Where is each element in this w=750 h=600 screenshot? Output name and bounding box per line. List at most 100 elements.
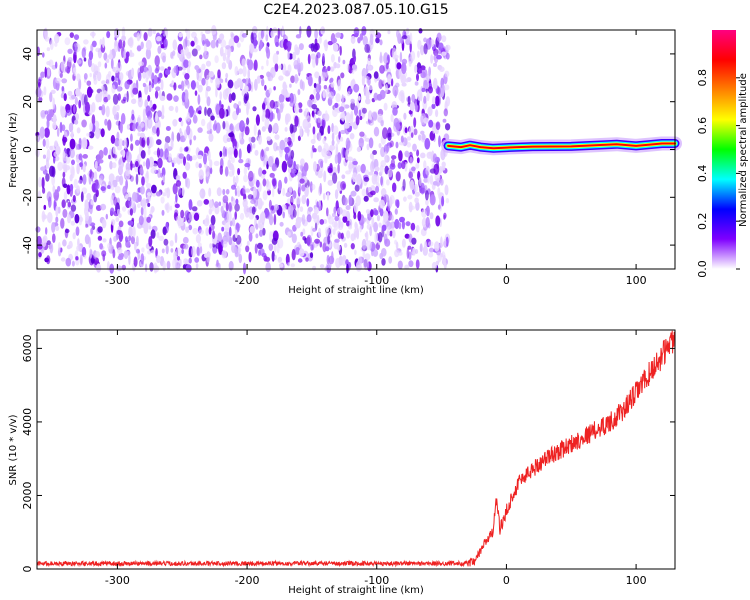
- noise-blob: [151, 163, 158, 169]
- noise-blob: [61, 124, 66, 132]
- noise-blob: [426, 91, 430, 102]
- noise-blob: [291, 134, 295, 143]
- noise-blob: [208, 71, 214, 78]
- noise-blob: [205, 60, 212, 67]
- noise-blob: [284, 126, 288, 132]
- noise-blob: [385, 62, 389, 70]
- noise-blob: [131, 98, 137, 105]
- noise-blob: [195, 81, 200, 89]
- noise-blob: [284, 137, 289, 143]
- noise-blob: [408, 110, 413, 115]
- noise-blob: [225, 201, 229, 212]
- noise-blob: [443, 238, 447, 247]
- noise-blob: [243, 166, 248, 176]
- noise-blob: [109, 160, 113, 170]
- noise-blob: [390, 114, 394, 123]
- noise-blob: [268, 124, 273, 134]
- noise-blob: [80, 158, 84, 170]
- noise-blob: [180, 80, 185, 92]
- noise-blob: [396, 62, 402, 70]
- noise-blob: [81, 47, 87, 59]
- noise-blob: [170, 248, 174, 253]
- noise-blob: [57, 161, 63, 171]
- noise-blob: [42, 214, 47, 220]
- noise-blob: [273, 142, 278, 152]
- noise-blob: [45, 161, 50, 169]
- noise-blob: [294, 44, 299, 54]
- noise-blob: [269, 231, 273, 242]
- noise-blob: [327, 234, 331, 245]
- noise-blob: [397, 251, 403, 256]
- noise-blob: [265, 45, 269, 54]
- noise-blob: [162, 174, 166, 183]
- noise-blob: [412, 247, 416, 256]
- noise-blob: [181, 91, 186, 103]
- noise-blob: [183, 258, 189, 265]
- noise-blob: [434, 241, 440, 252]
- noise-blob: [401, 82, 407, 87]
- noise-blob: [201, 77, 206, 86]
- noise-blob: [234, 229, 238, 238]
- noise-blob: [404, 152, 410, 158]
- noise-blob: [342, 255, 347, 262]
- noise-blob: [258, 229, 264, 237]
- noise-blob: [206, 96, 211, 107]
- noise-blob: [332, 228, 336, 235]
- noise-blob: [82, 174, 87, 185]
- noise-blob: [441, 195, 445, 207]
- noise-blob: [221, 104, 224, 109]
- noise-blob: [228, 202, 232, 213]
- noise-blob: [429, 174, 434, 185]
- noise-blob: [369, 226, 373, 237]
- noise-blob: [279, 221, 284, 227]
- noise-blob: [132, 226, 136, 238]
- noise-blob: [142, 108, 146, 121]
- noise-blob: [324, 113, 330, 122]
- noise-blob: [199, 54, 203, 60]
- noise-blob: [141, 198, 147, 209]
- noise-blob: [231, 242, 236, 253]
- noise-blob: [264, 117, 270, 129]
- noise-blob: [220, 78, 224, 83]
- x-tick-label: 0: [503, 274, 510, 287]
- noise-blob: [384, 151, 388, 163]
- noise-blob: [306, 25, 312, 38]
- noise-blob: [61, 78, 68, 84]
- noise-blob: [116, 131, 120, 141]
- noise-blob: [407, 95, 411, 105]
- noise-blob: [347, 156, 353, 162]
- noise-blob: [382, 127, 388, 140]
- noise-blob: [198, 110, 202, 115]
- noise-blob: [314, 238, 321, 244]
- noise-blob: [219, 150, 223, 158]
- noise-blob: [84, 199, 89, 212]
- noise-blob: [357, 211, 362, 222]
- noise-blob: [273, 213, 277, 226]
- noise-blob: [148, 225, 152, 230]
- noise-blob: [262, 190, 268, 201]
- noise-blob: [144, 263, 148, 273]
- noise-blob: [116, 229, 121, 236]
- noise-blob: [321, 148, 327, 158]
- noise-blob: [364, 253, 371, 261]
- noise-blob: [119, 121, 123, 134]
- noise-blob: [123, 137, 128, 150]
- noise-blob: [205, 165, 210, 178]
- x-tick-label: -100: [364, 574, 389, 587]
- noise-blob: [50, 89, 56, 94]
- noise-blob: [419, 243, 423, 253]
- noise-blob: [331, 212, 337, 218]
- noise-blob: [181, 187, 185, 197]
- noise-blob: [430, 54, 434, 64]
- noise-blob: [272, 122, 279, 133]
- noise-blob: [165, 126, 171, 131]
- noise-blob: [122, 149, 126, 158]
- spectrogram-x-label: Height of straight line (km): [288, 285, 424, 296]
- noise-blob: [255, 179, 260, 188]
- noise-blob: [81, 119, 87, 128]
- noise-blob: [301, 194, 307, 205]
- noise-blob: [212, 230, 216, 240]
- noise-blob: [62, 136, 68, 143]
- noise-blob: [118, 162, 123, 175]
- noise-blob: [112, 249, 116, 259]
